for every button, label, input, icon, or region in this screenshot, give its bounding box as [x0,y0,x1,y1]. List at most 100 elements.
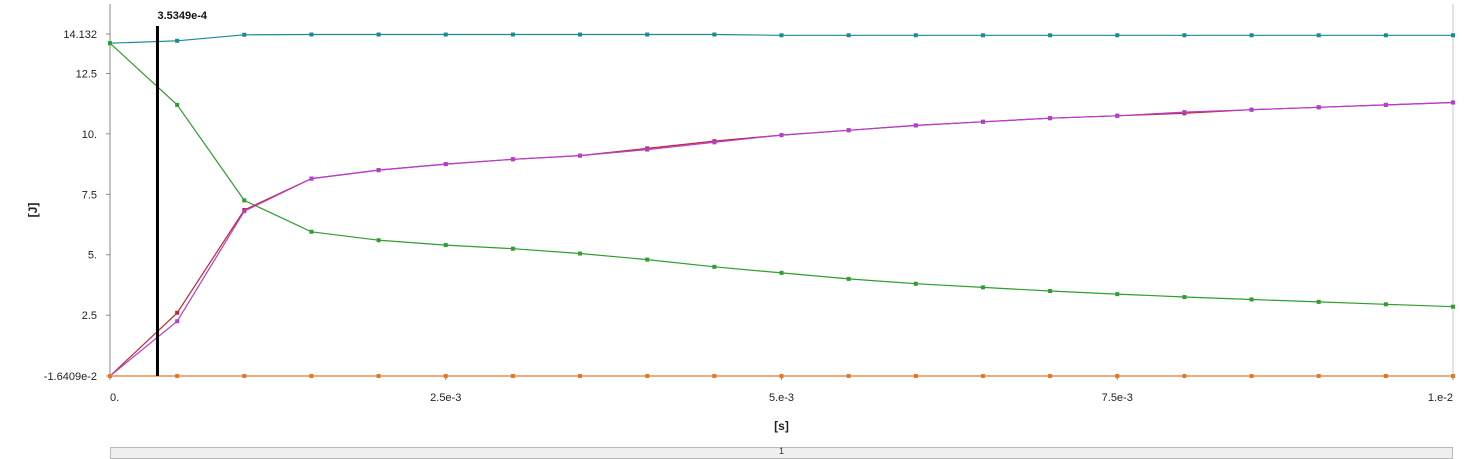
data-point [645,32,650,37]
data-point [779,33,784,38]
x-tick-label: 5.e-3 [769,392,794,404]
data-point [376,168,381,173]
data-point [779,133,784,138]
data-point [443,373,448,378]
series-line [109,101,1454,377]
y-tick-label: 12.5 [76,68,97,80]
series-2 [108,41,1455,309]
data-point [1451,100,1455,105]
data-point [712,373,717,378]
data-point [1316,33,1321,38]
data-point [712,264,717,269]
data-point [175,310,180,315]
data-point [1048,373,1053,378]
data-point [578,251,583,256]
data-point [242,373,247,378]
data-point [443,162,448,167]
data-point [376,373,381,378]
data-point [1115,292,1120,297]
data-point [510,157,515,162]
x-tick-label: 7.5e-3 [1102,392,1133,404]
data-point [913,33,918,38]
data-point [510,373,515,378]
data-point [980,33,985,38]
data-point [309,229,314,234]
data-point [510,32,515,37]
data-point [1451,373,1455,378]
data-point [1048,33,1053,38]
y-axis-title: [J] [26,203,40,218]
series-3 [108,100,1455,378]
data-point [1451,304,1455,309]
tick-labels: 14.132 12.5 10. 7.5 5. 2.5 -1.6409e-2 0. 2.5e-3 5… [26,29,1453,433]
y-tick-label: 14.132 [63,29,97,41]
data-point [779,373,784,378]
data-point [578,153,583,158]
data-point [242,209,247,214]
series-line [109,42,1454,308]
data-point [1451,33,1455,38]
data-point [913,123,918,128]
y-tick-label: 7.5 [82,189,97,201]
x-tick-label: 1.e-2 [1428,392,1453,404]
data-point [578,373,583,378]
data-point [1182,33,1187,38]
series-1 [108,32,1455,46]
data-point [846,373,851,378]
data-point [443,243,448,248]
data-point [980,285,985,290]
series-4 [108,100,1455,378]
data-point [376,238,381,243]
data-point [1115,33,1120,38]
data-point [980,373,985,378]
data-point [1249,107,1254,112]
data-point [108,41,112,46]
data-point [1316,105,1321,110]
data-point [1182,110,1187,115]
y-tick-label: 5. [88,250,97,262]
y-tick-label: -1.6409e-2 [44,371,97,383]
data-point [645,257,650,262]
data-point [712,140,717,145]
data-point [1048,116,1053,121]
data-point [443,32,448,37]
x-tick-label: 0. [110,392,119,404]
data-point [712,32,717,37]
data-point [1182,373,1187,378]
data-point [242,32,247,37]
series-group [108,32,1455,378]
marker-label: 3.5349e-4 [157,10,207,22]
data-point [1383,373,1388,378]
data-point [913,373,918,378]
data-point [1383,102,1388,107]
data-point [376,32,381,37]
data-point [1383,33,1388,38]
graph-tab-strip[interactable]: 1 [110,446,1453,459]
data-point [242,198,247,203]
data-point [175,319,180,324]
data-point [309,373,314,378]
data-point [175,38,180,43]
data-point [175,102,180,107]
x-tick-label: 2.5e-3 [430,392,461,404]
data-point [108,373,112,378]
data-point [175,373,180,378]
data-point [980,119,985,124]
time-marker: 3.5349e-4 [155,10,208,376]
data-point [779,270,784,275]
data-point [913,281,918,286]
data-point [1249,373,1254,378]
data-point [645,373,650,378]
data-point [1115,113,1120,118]
series-5 [108,373,1455,378]
data-point [1249,297,1254,302]
data-point [1316,299,1321,304]
data-point [1316,373,1321,378]
data-point [578,32,583,37]
axes [106,4,1454,380]
data-point [645,147,650,152]
data-point [309,32,314,37]
data-point [309,176,314,181]
y-tick-label: 10. [82,129,97,141]
